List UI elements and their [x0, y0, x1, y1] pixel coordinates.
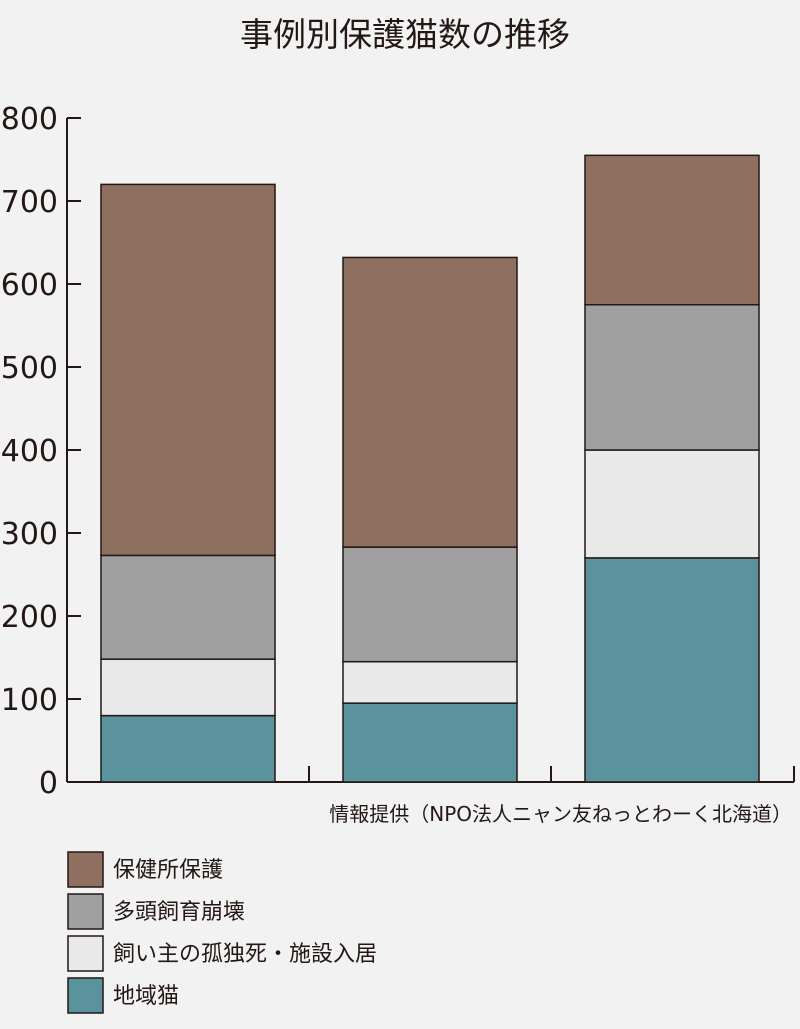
bar-segment [342, 546, 518, 663]
y-tick-label: 100 [1, 683, 58, 718]
source-note: 情報提供（NPO法人ニャン友ねっとわーく北海道） [329, 802, 792, 826]
legend-label: 多頭飼育崩壊 [113, 900, 245, 925]
y-tick-label: 700 [1, 185, 58, 220]
y-tick-label: 800 [1, 102, 58, 137]
legend-swatch [67, 977, 104, 1014]
bar-segment [100, 714, 276, 783]
bar-segment [342, 660, 518, 704]
y-tick-label: 500 [1, 351, 58, 386]
bar-segment [100, 658, 276, 717]
y-tick-label: 0 [39, 766, 58, 801]
bar-segment [100, 554, 276, 660]
y-tick-label: 600 [1, 268, 58, 303]
bar-segment [342, 702, 518, 783]
y-tick-label: 300 [1, 517, 58, 552]
legend-swatch [67, 893, 104, 930]
bars [100, 154, 760, 783]
y-axis: 0 100 200 300 400 500 600 700 800 [1, 102, 795, 801]
bar-segment [342, 256, 518, 548]
bar-segment [584, 449, 760, 559]
y-tick-label: 400 [1, 434, 58, 469]
chart-title: 事例別保護猫数の推移 [240, 15, 570, 54]
bar-segment [584, 154, 760, 306]
bar-segment [584, 557, 760, 783]
bar-segment [584, 304, 760, 451]
y-tick-label: 200 [1, 600, 58, 635]
legend-label: 保健所保護 [113, 858, 223, 883]
legend-label: 飼い主の孤独死・施設入居 [113, 942, 377, 967]
legend-swatch [67, 851, 104, 888]
legend-label: 地域猫 [113, 984, 179, 1009]
bar-segment [100, 183, 276, 557]
legend-swatch [67, 935, 104, 972]
